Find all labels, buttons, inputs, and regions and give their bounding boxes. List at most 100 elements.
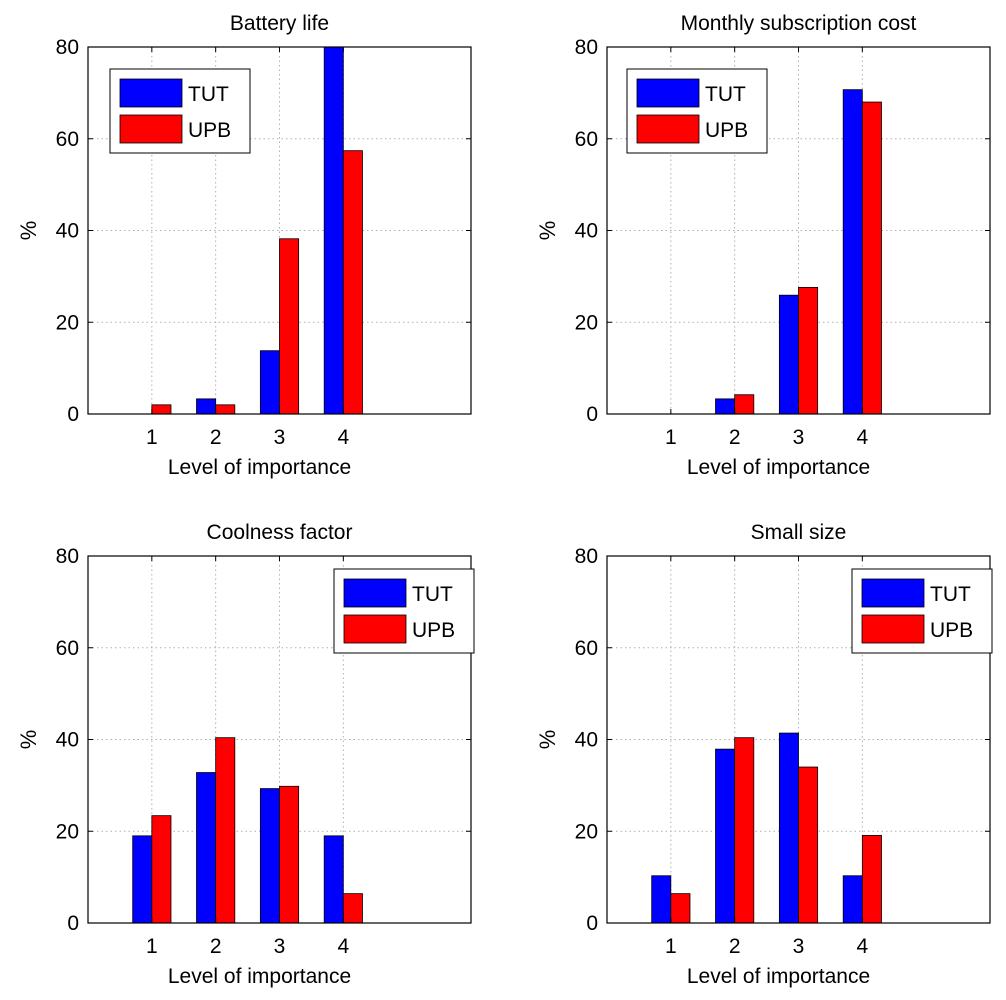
- y-axis-label: %: [16, 730, 41, 750]
- legend-swatch-tut: [119, 78, 183, 108]
- legend-label-upb: UPB: [705, 119, 748, 142]
- y-axis-label: %: [16, 221, 41, 241]
- x-axis-label: Level of importance: [687, 965, 870, 988]
- bar-tut-2: [715, 398, 736, 415]
- legend: TUT UPB: [109, 68, 251, 154]
- legend: TUT UPB: [333, 568, 475, 654]
- legend-swatch-tut: [636, 78, 700, 108]
- x-axis-label: Level of importance: [168, 965, 351, 988]
- bar-tut-2: [715, 748, 736, 924]
- x-tick-label: 2: [729, 426, 741, 449]
- legend-label-upb: UPB: [412, 619, 455, 642]
- bar-tut-4: [323, 46, 344, 415]
- legend-label-upb: UPB: [188, 119, 231, 142]
- y-tick-label: 80: [56, 36, 79, 59]
- chart-title: Small size: [751, 521, 847, 544]
- legend-label-tut: TUT: [930, 583, 971, 606]
- y-tick-label: 20: [56, 311, 79, 334]
- y-tick-label: 0: [67, 403, 79, 426]
- x-tick-label: 1: [665, 935, 677, 958]
- legend-swatch-upb: [343, 614, 407, 644]
- legend-swatch-tut: [861, 578, 925, 608]
- bar-upb-2: [215, 404, 236, 415]
- x-axis-label: Level of importance: [168, 456, 351, 479]
- legend: TUT UPB: [851, 568, 993, 654]
- x-tick-label: 3: [274, 935, 286, 958]
- y-tick-label: 60: [575, 128, 598, 151]
- legend-label-upb: UPB: [930, 619, 973, 642]
- legend-label-tut: TUT: [188, 83, 229, 106]
- bar-tut-1: [132, 835, 153, 924]
- legend-swatch-upb: [861, 614, 925, 644]
- bar-tut-4: [323, 835, 344, 924]
- x-tick-label: 2: [729, 935, 741, 958]
- bar-tut-2: [196, 772, 217, 924]
- legend-label-tut: TUT: [412, 583, 453, 606]
- bar-tut-3: [778, 294, 799, 415]
- y-tick-label: 80: [56, 545, 79, 568]
- y-tick-label: 20: [575, 311, 598, 334]
- x-tick-label: 3: [274, 426, 286, 449]
- bar-upb-2: [734, 737, 755, 924]
- y-tick-label: 40: [575, 220, 598, 243]
- bar-upb-4: [342, 150, 363, 415]
- x-tick-label: 4: [856, 935, 868, 958]
- bar-tut-3: [259, 350, 280, 415]
- bar-tut-1: [651, 875, 672, 924]
- x-tick-label: 3: [793, 935, 805, 958]
- y-tick-label: 0: [586, 912, 598, 935]
- legend-label-tut: TUT: [705, 83, 746, 106]
- y-tick-label: 0: [67, 912, 79, 935]
- bar-upb-3: [279, 238, 300, 415]
- bar-upb-4: [861, 834, 882, 924]
- legend-swatch-upb: [119, 114, 183, 144]
- x-tick-label: 2: [210, 426, 222, 449]
- bar-upb-3: [798, 766, 819, 924]
- bar-upb-1: [670, 893, 691, 924]
- x-tick-label: 4: [337, 426, 349, 449]
- y-tick-label: 80: [575, 545, 598, 568]
- bar-tut-4: [842, 875, 863, 924]
- y-tick-label: 0: [586, 403, 598, 426]
- legend-swatch-upb: [636, 114, 700, 144]
- x-tick-label: 4: [337, 935, 349, 958]
- bar-tut-3: [259, 788, 280, 924]
- x-tick-label: 2: [210, 935, 222, 958]
- x-tick-label: 1: [146, 426, 158, 449]
- bar-upb-4: [861, 101, 882, 415]
- y-axis-label: %: [535, 730, 560, 750]
- bar-tut-3: [778, 732, 799, 924]
- y-tick-label: 60: [56, 637, 79, 660]
- x-tick-label: 3: [793, 426, 805, 449]
- y-tick-label: 40: [575, 729, 598, 752]
- y-tick-label: 20: [575, 820, 598, 843]
- y-tick-label: 20: [56, 820, 79, 843]
- chart-title: Monthly subscription cost: [681, 12, 917, 35]
- y-tick-label: 80: [575, 36, 598, 59]
- bar-tut-2: [196, 398, 217, 415]
- chart-title: Coolness factor: [207, 521, 353, 544]
- bar-upb-2: [734, 394, 755, 415]
- y-tick-label: 60: [575, 637, 598, 660]
- x-tick-label: 1: [146, 935, 158, 958]
- x-tick-label: 1: [665, 426, 677, 449]
- legend: TUT UPB: [626, 68, 768, 154]
- bar-tut-4: [842, 89, 863, 415]
- y-axis-label: %: [535, 221, 560, 241]
- bar-upb-1: [151, 815, 172, 924]
- bar-upb-1: [151, 404, 172, 415]
- bar-upb-3: [798, 286, 819, 415]
- bar-upb-2: [215, 737, 236, 924]
- y-tick-label: 40: [56, 729, 79, 752]
- bar-upb-4: [342, 893, 363, 924]
- y-tick-label: 60: [56, 128, 79, 151]
- bar-upb-3: [279, 785, 300, 924]
- x-tick-label: 4: [856, 426, 868, 449]
- y-tick-label: 40: [56, 220, 79, 243]
- legend-swatch-tut: [343, 578, 407, 608]
